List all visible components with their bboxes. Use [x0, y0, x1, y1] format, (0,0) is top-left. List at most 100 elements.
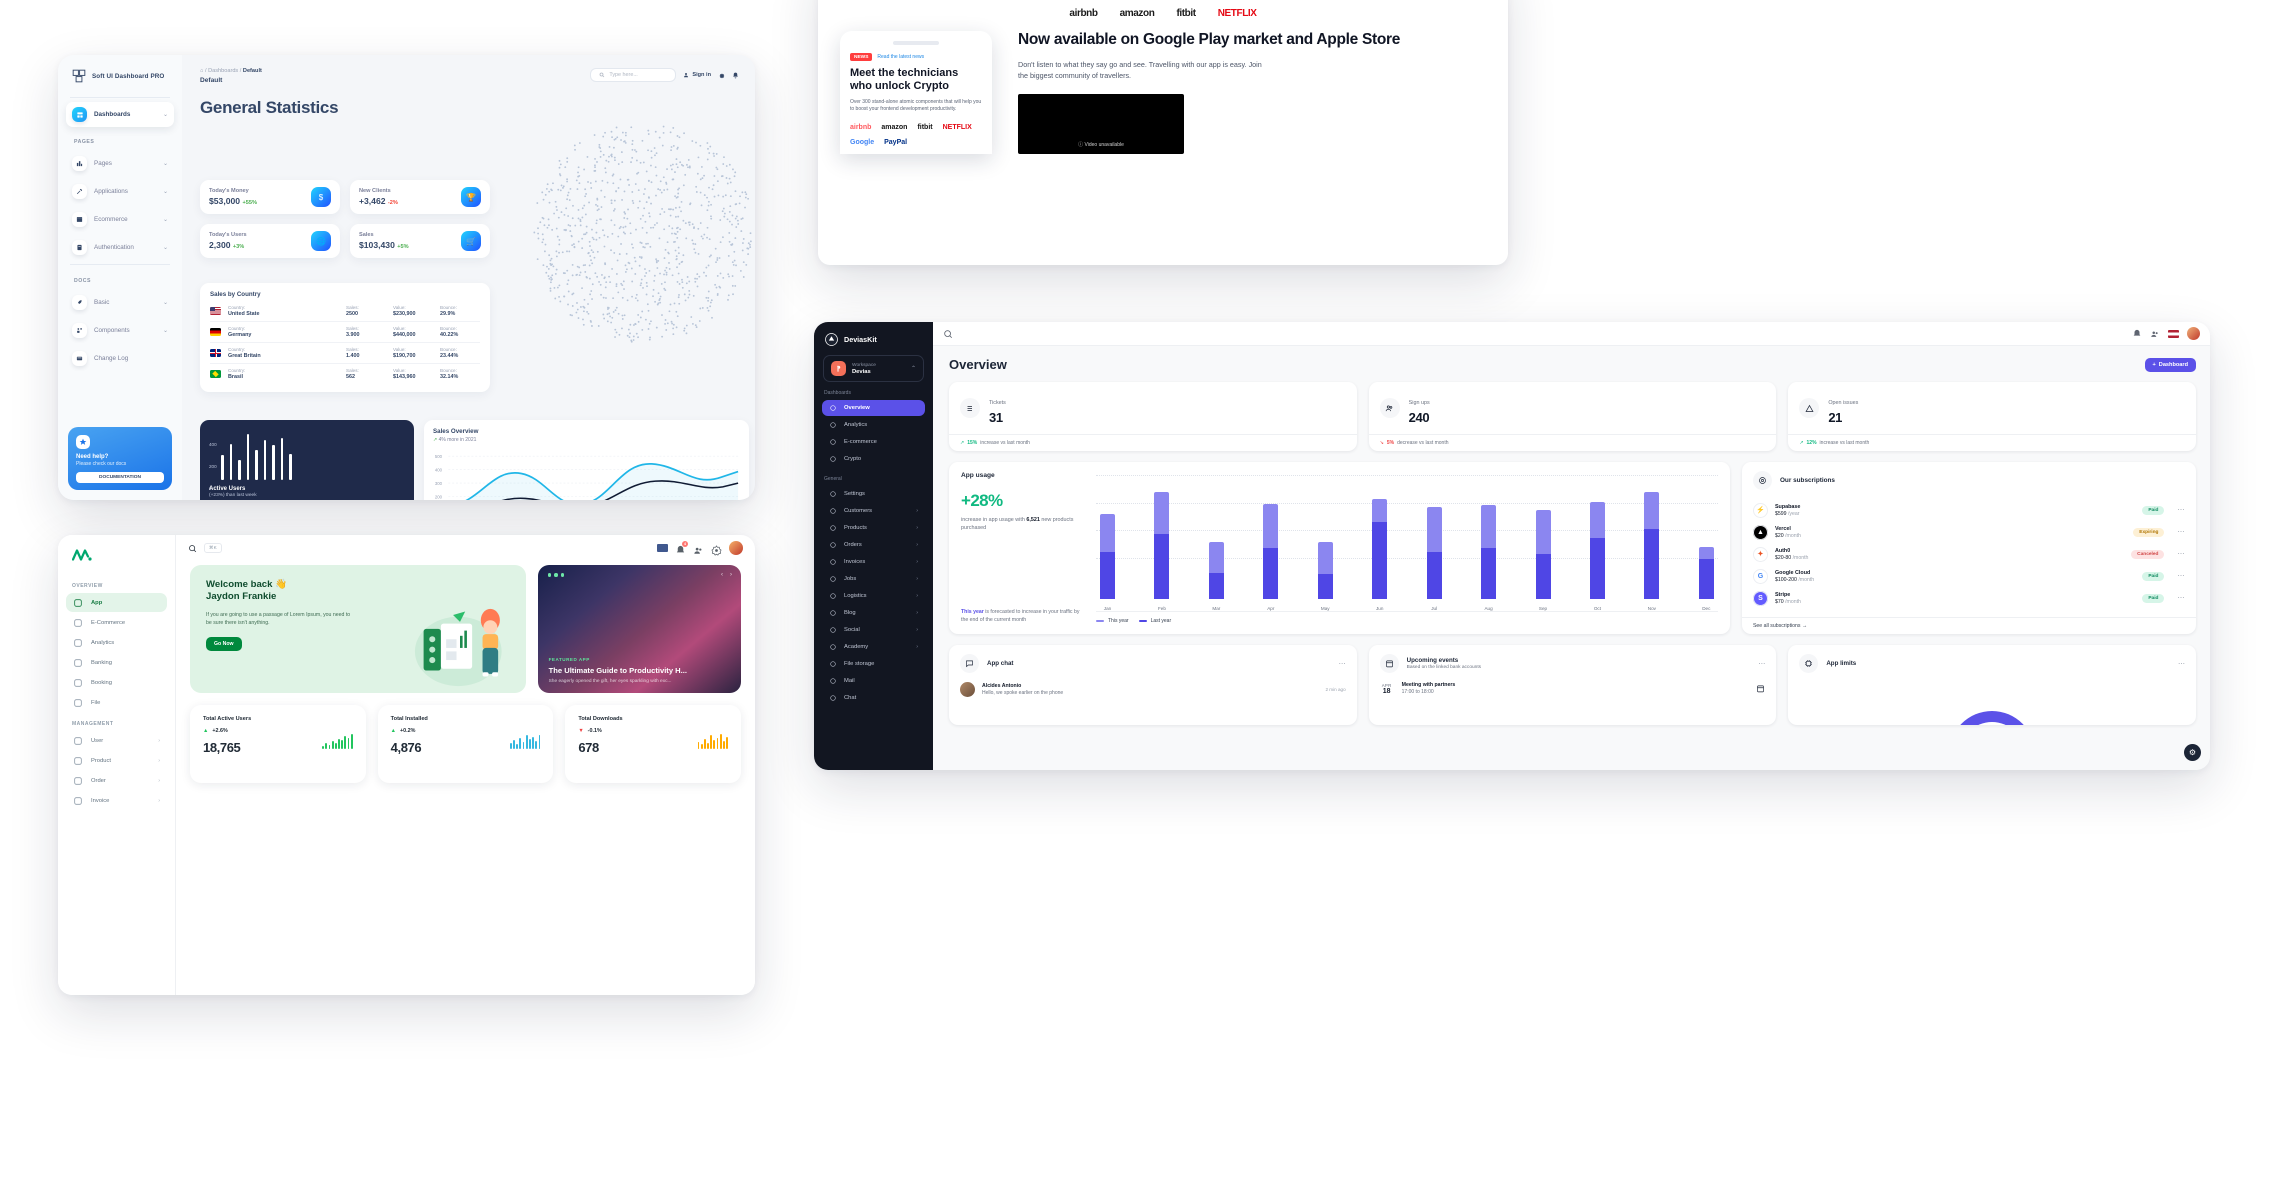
sidebar-item-settings[interactable]: Settings [822, 486, 925, 502]
sign-in-button[interactable]: Sign in [683, 72, 711, 78]
settings-icon[interactable] [711, 543, 722, 554]
more-icon[interactable]: ⋯ [1758, 660, 1765, 668]
subscription-name: Auth0 [1775, 548, 1808, 554]
flag-icon[interactable] [657, 544, 668, 552]
sidebar-item-user[interactable]: User › [66, 731, 167, 750]
sidebar-item-booking[interactable]: Booking [66, 673, 167, 692]
calendar-icon[interactable] [1756, 684, 1765, 693]
help-promo-card[interactable]: Need help? Please check our docs DOCUMEN… [68, 427, 172, 490]
sidebar-item-change-log[interactable]: Change Log [66, 346, 174, 371]
sidebar-item-authentication[interactable]: Authentication ⌄ [66, 235, 174, 260]
sidebar-item-applications[interactable]: Applications ⌄ [66, 179, 174, 204]
stat-card-todays-money[interactable]: Today's Money $53,000 +55% $ [200, 180, 340, 214]
kpi-card-signups[interactable]: Sign ups 240 ↘ 5% decrease vs last month [1369, 382, 1777, 451]
minimal-logo[interactable] [58, 535, 175, 575]
kpi-card-tickets[interactable]: Tickets 31 ↗ 15% increase vs last month [949, 382, 1357, 451]
sidebar-item-file-storage[interactable]: File storage [822, 656, 925, 672]
workspace-switcher[interactable]: ⁋ Workspace Devias ⌃ [823, 355, 924, 382]
more-icon[interactable]: ⋯ [2177, 528, 2185, 536]
sidebar-item-order[interactable]: Order › [66, 771, 167, 790]
stat-card-sales[interactable]: Sales $103,430 +5% 🛒 [350, 224, 490, 258]
go-now-button[interactable]: Go Now [206, 637, 242, 651]
stat-card-total-active-users[interactable]: Total Active Users ▲ +2.6% 18,765 [190, 705, 366, 783]
bell-icon[interactable]: 4 [675, 543, 686, 554]
chevron-left-icon[interactable]: ‹ [721, 572, 723, 578]
chevron-right-icon[interactable]: › [730, 572, 732, 578]
sidebar-item-academy[interactable]: Academy › [822, 639, 925, 655]
sidebar-item-analytics[interactable]: Analytics [66, 633, 167, 652]
featured-app-card[interactable]: ‹ › FEATURED APP The Ultimate Guide to P… [538, 565, 741, 693]
documentation-button[interactable]: DOCUMENTATION [76, 472, 164, 483]
sidebar-item-banking[interactable]: Banking [66, 653, 167, 672]
flag-icon[interactable] [2168, 330, 2179, 338]
kpi-card-open-issues[interactable]: Open issues 21 ↗ 12% increase vs last month [1788, 382, 2196, 451]
subscription-row[interactable]: G Google Cloud $100-200 /month Paid ⋯ [1742, 565, 2196, 587]
more-icon[interactable]: ⋯ [2177, 594, 2185, 602]
breadcrumb-level1[interactable]: Dashboards [208, 68, 238, 74]
stat-card-new-clients[interactable]: New Clients +3,462 -2% 🏆 [350, 180, 490, 214]
home-icon[interactable]: ⌂ [200, 68, 203, 74]
settings-icon[interactable]: ⚙ [2184, 744, 2201, 761]
stat-card-total-downloads[interactable]: Total Downloads ▼ -0.1% 678 [565, 705, 741, 783]
event-row[interactable]: APR 18 Meeting with partners 17:00 to 18… [1380, 682, 1766, 695]
news-link[interactable]: Read the latest news [877, 54, 924, 60]
sidebar-item-products[interactable]: Products › [822, 520, 925, 536]
sidebar-item-components[interactable]: Components ⌄ [66, 318, 174, 343]
contacts-icon[interactable] [693, 543, 704, 554]
subscription-row[interactable]: S Stripe $70 /month Paid ⋯ [1742, 587, 2196, 609]
subscription-row[interactable]: ✦ Auth0 $20-80 /month Canceled ⋯ [1742, 543, 2196, 565]
dashboard-button[interactable]: + Dashboard [2145, 358, 2197, 372]
sidebar-item-chat[interactable]: Chat [822, 690, 925, 706]
sidebar-item-overview[interactable]: Overview [822, 400, 925, 416]
sidebar-item-pages[interactable]: Pages ⌄ [66, 151, 174, 176]
sidebar-item-ecommerce[interactable]: Ecommerce ⌄ [66, 207, 174, 232]
gear-icon[interactable] [718, 72, 725, 79]
more-icon[interactable]: ⋯ [2177, 550, 2185, 558]
see-all-subscriptions-link[interactable]: See all subscriptions → [1742, 617, 2196, 634]
sidebar-item-app[interactable]: App [66, 593, 167, 612]
devias-brand[interactable]: DeviasKit [814, 322, 933, 355]
stat-card-todays-users[interactable]: Today's Users 2,300 +3% 🌐 [200, 224, 340, 258]
table-row[interactable]: Country: Great Britain Sales: 1.400 Value:… [210, 342, 480, 363]
more-icon[interactable]: ⋯ [1339, 660, 1346, 668]
table-row[interactable]: Country: Brasil Sales: 562 Value: $143,960 … [210, 363, 480, 384]
search-icon[interactable] [188, 544, 197, 553]
sidebar-item-customers[interactable]: Customers › [822, 503, 925, 519]
sidebar-item-social[interactable]: Social › [822, 622, 925, 638]
video-embed[interactable]: ⓘ Video unavailable [1018, 94, 1184, 154]
subscription-row[interactable]: ⚡ Supabase $599 /year Paid ⋯ [1742, 499, 2196, 521]
search-input[interactable]: Type here... [590, 68, 676, 82]
sidebar-item-mail[interactable]: Mail [822, 673, 925, 689]
table-row[interactable]: Country: Germany Sales: 3.900 Value: $440,0… [210, 321, 480, 342]
sidebar-item-analytics[interactable]: Analytics [822, 417, 925, 433]
carousel-nav[interactable]: ‹ › [721, 572, 732, 578]
more-icon[interactable]: ⋯ [2178, 660, 2185, 668]
sidebar-item-orders[interactable]: Orders › [822, 537, 925, 553]
sidebar-item-invoice[interactable]: Invoice › [66, 791, 167, 810]
search-icon[interactable] [943, 329, 953, 339]
table-row[interactable]: Country: United State Sales: 2500 Value: $2… [210, 301, 480, 321]
notifications-icon[interactable] [2132, 329, 2142, 339]
sidebar-item-invoices[interactable]: Invoices › [822, 554, 925, 570]
more-icon[interactable]: ⋯ [2177, 506, 2185, 514]
sidebar-item-file[interactable]: File [66, 693, 167, 712]
sidebar-item-e-commerce[interactable]: E-Commerce [66, 613, 167, 632]
sidebar-item-jobs[interactable]: Jobs › [822, 571, 925, 587]
sidebar-item-basic[interactable]: Basic ⌄ [66, 290, 174, 315]
sidebar-item-blog[interactable]: Blog › [822, 605, 925, 621]
sidebar-item-crypto[interactable]: Crypto [822, 451, 925, 467]
carousel-dots[interactable] [548, 573, 565, 577]
sidebar-item-logistics[interactable]: Logistics › [822, 588, 925, 604]
sidebar-item-dashboards[interactable]: Dashboards ⌄ [66, 102, 174, 127]
sidebar-item-e-commerce[interactable]: E-commerce [822, 434, 925, 450]
avatar[interactable] [729, 541, 743, 555]
bell-icon[interactable] [732, 72, 739, 79]
softui-brand[interactable]: Soft UI Dashboard PRO [58, 55, 182, 93]
chat-message[interactable]: Alcides Antonio Hello, we spoke earlier … [960, 682, 1346, 697]
subscription-row[interactable]: ▲ Vercel $20 /month Expiring ⋯ [1742, 521, 2196, 543]
avatar[interactable] [2187, 327, 2200, 340]
stat-card-total-installed[interactable]: Total Installed ▲ +0.2% 4,876 [378, 705, 554, 783]
sidebar-item-product[interactable]: Product › [66, 751, 167, 770]
more-icon[interactable]: ⋯ [2177, 572, 2185, 580]
contacts-icon[interactable] [2150, 329, 2160, 339]
